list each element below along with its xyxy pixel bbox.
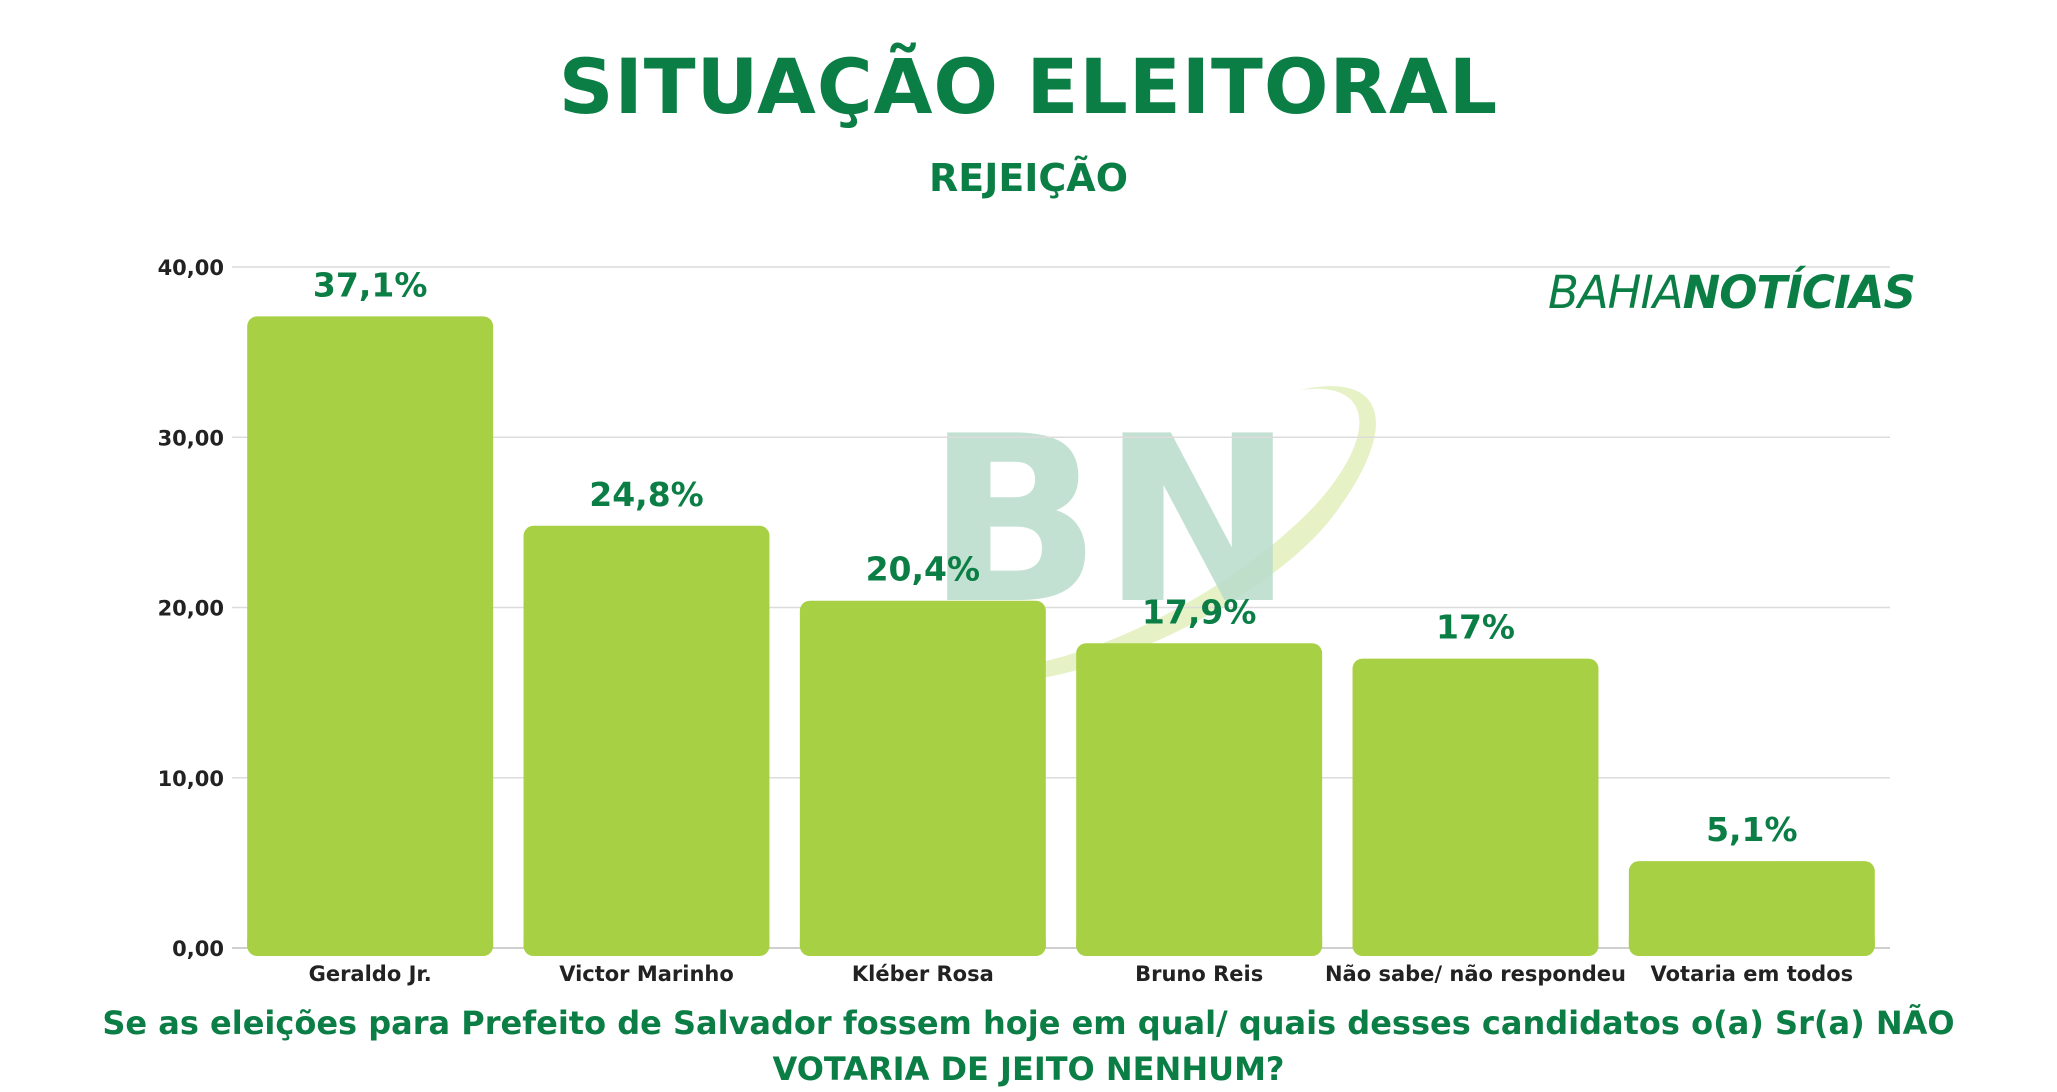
bar-base <box>247 938 494 948</box>
survey-question-line2: VOTARIA DE JEITO NENHUM? <box>772 1050 1285 1088</box>
bar-base <box>1352 938 1599 948</box>
watermark-logo: BN <box>926 386 1376 683</box>
x-tick-label: Votaria em todos <box>1651 962 1854 986</box>
x-tick-label: Kléber Rosa <box>852 962 994 986</box>
chart-subtitle: REJEIÇÃO <box>928 156 1129 200</box>
data-label: 20,4% <box>866 550 981 589</box>
survey-question: Se as eleições para Prefeito de Salvador… <box>80 1000 1977 1092</box>
bar <box>799 600 1046 956</box>
bar-chart: BN 0,00 10,00 20,00 30,00 40,00 37,1% 24,8% 20… <box>158 256 1890 986</box>
y-gridlines <box>232 266 1890 949</box>
y-tick-label: 30,00 <box>158 426 224 450</box>
bar-base <box>1628 938 1875 948</box>
bar <box>247 316 494 956</box>
bar-base <box>799 938 1046 948</box>
chart-title: SITUAÇÃO ELEITORAL <box>558 42 1499 131</box>
data-label: 17,9% <box>1142 592 1257 631</box>
bar <box>1628 861 1875 956</box>
data-label: 37,1% <box>313 265 428 304</box>
brand-logo: BAHIANOTÍCIAS <box>1548 266 1916 319</box>
y-axis-ticks: 0,00 10,00 20,00 30,00 40,00 <box>158 256 224 961</box>
brand-part2: NOTÍCIAS <box>1682 266 1916 319</box>
bar-base <box>1076 938 1323 948</box>
survey-question-line1: Se as eleições para Prefeito de Salvador… <box>102 1004 1955 1042</box>
x-tick-label: Não sabe/ não respondeu <box>1325 962 1626 986</box>
y-tick-label: 20,00 <box>158 597 224 621</box>
bars <box>247 316 1875 956</box>
data-label: 24,8% <box>589 475 704 514</box>
bar <box>1352 658 1599 956</box>
y-tick-label: 0,00 <box>172 937 224 961</box>
x-axis-labels: Geraldo Jr. Victor Marinho Kléber Rosa Brun… <box>309 962 1854 986</box>
bar-base <box>523 938 770 948</box>
bar <box>523 525 770 956</box>
y-tick-label: 40,00 <box>158 256 224 280</box>
brand-part1: BAHIA <box>1548 266 1684 319</box>
x-tick-label: Bruno Reis <box>1135 962 1263 986</box>
x-tick-label: Victor Marinho <box>559 962 734 986</box>
data-label: 17% <box>1436 608 1515 647</box>
data-label: 5,1% <box>1706 810 1798 849</box>
data-labels: 37,1% 24,8% 20,4% 17,9% 17% 5,1% <box>313 265 1798 849</box>
x-tick-label: Geraldo Jr. <box>309 962 432 986</box>
watermark-swoosh <box>930 386 1376 683</box>
bar <box>1076 643 1323 956</box>
y-tick-label: 10,00 <box>158 767 224 791</box>
